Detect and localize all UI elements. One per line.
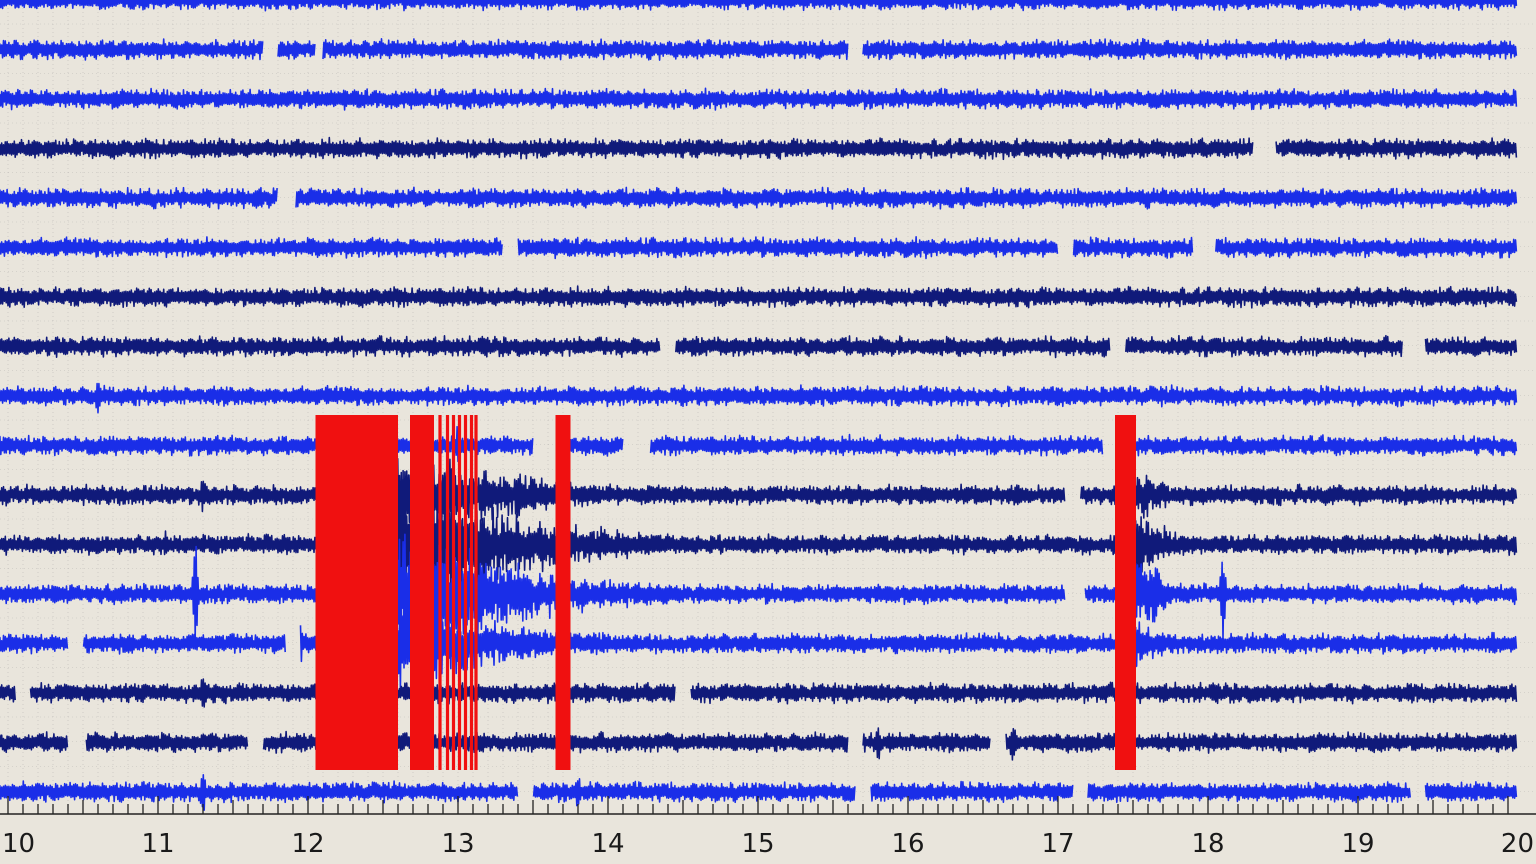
- seismic-trace: [0, 382, 1518, 414]
- x-tick-label: 12: [291, 829, 324, 859]
- seismic-trace: [0, 136, 1518, 161]
- clipped-block: [555, 415, 571, 770]
- seismic-trace: [0, 37, 1518, 61]
- x-tick-label: 17: [1041, 829, 1074, 859]
- clipped-amplitude-blocks: [315, 415, 1136, 770]
- seismic-trace: [0, 285, 1518, 309]
- seismic-traces: [0, 0, 1518, 811]
- x-tick-label: 13: [441, 829, 474, 859]
- time-axis: 10 11 12 13 14 15 16 17 18 19 20: [0, 796, 1536, 859]
- x-tick-label: 15: [741, 829, 774, 859]
- x-tick-label: 18: [1191, 829, 1224, 859]
- seismic-trace: [0, 443, 1518, 552]
- x-tick-label: 10: [2, 829, 35, 859]
- seismic-trace: [0, 425, 1518, 463]
- x-tick-label: 20: [1501, 829, 1534, 859]
- seismic-trace: [0, 508, 1518, 674]
- x-tick-label: 19: [1341, 829, 1374, 859]
- seismic-trace: [0, 447, 1518, 621]
- seismic-trace: [0, 334, 1518, 359]
- clipped-block: [1115, 415, 1136, 770]
- x-tick-label: 14: [591, 829, 624, 859]
- x-tick-label: 11: [141, 829, 174, 859]
- seismic-trace: [0, 87, 1518, 111]
- seismic-trace: [0, 236, 1518, 260]
- clipped-block: [410, 415, 434, 770]
- seismic-trace: [0, 186, 1518, 210]
- clipped-block: [315, 415, 398, 770]
- seismic-trace: [0, 774, 1518, 811]
- seismic-trace: [0, 603, 1518, 690]
- x-tick-label: 16: [891, 829, 924, 859]
